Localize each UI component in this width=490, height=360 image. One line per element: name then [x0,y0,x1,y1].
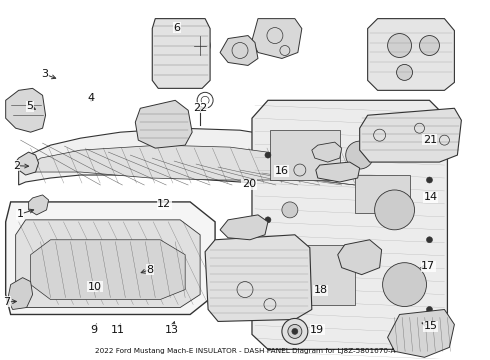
Circle shape [288,324,302,338]
Text: 20: 20 [242,179,256,189]
Text: 2022 Ford Mustang Mach-E INSULATOR - DASH PANEL Diagram for LJ8Z-5801670-A: 2022 Ford Mustang Mach-E INSULATOR - DAS… [95,348,395,354]
Polygon shape [19,128,355,185]
Circle shape [282,202,298,218]
Text: 14: 14 [424,192,438,202]
Polygon shape [360,108,462,162]
Circle shape [292,328,298,334]
Text: 6: 6 [173,23,180,33]
Text: 10: 10 [88,282,102,292]
Text: 4: 4 [88,93,95,103]
Circle shape [282,319,308,345]
Polygon shape [6,202,215,315]
Text: 22: 22 [193,103,207,113]
Polygon shape [6,88,46,132]
Text: 17: 17 [421,261,435,271]
Polygon shape [368,19,454,90]
Circle shape [265,287,271,293]
Polygon shape [28,195,49,215]
Circle shape [426,177,433,183]
Text: 3: 3 [41,69,48,79]
Text: 5: 5 [26,102,33,112]
Polygon shape [338,240,382,275]
Polygon shape [312,142,342,162]
Text: 13: 13 [165,325,179,335]
Text: 9: 9 [90,325,97,335]
Polygon shape [220,36,258,66]
Bar [355,175,410,213]
Text: 8: 8 [146,265,153,275]
Text: 16: 16 [275,166,289,176]
Text: 21: 21 [423,135,437,145]
Bar [270,245,355,305]
Circle shape [375,190,415,230]
Polygon shape [152,19,210,88]
Bar [270,130,340,180]
Circle shape [419,36,440,55]
Polygon shape [252,19,302,58]
Text: 1: 1 [17,209,24,219]
Circle shape [426,306,433,312]
Circle shape [265,217,271,223]
Circle shape [426,237,433,243]
Polygon shape [252,100,447,349]
Text: 19: 19 [310,325,324,335]
Circle shape [388,33,412,58]
Circle shape [265,152,271,158]
Polygon shape [8,278,33,310]
Polygon shape [30,240,185,300]
Circle shape [396,64,413,80]
Polygon shape [316,162,360,182]
Polygon shape [205,235,312,321]
Text: 11: 11 [111,325,125,335]
Polygon shape [16,220,200,307]
Text: 15: 15 [424,321,438,331]
Circle shape [383,263,426,306]
Text: 7: 7 [3,297,10,307]
Polygon shape [220,215,268,240]
Polygon shape [23,145,338,180]
Text: 2: 2 [13,161,20,171]
Polygon shape [388,310,454,357]
Polygon shape [135,100,192,148]
Text: 18: 18 [314,285,328,296]
Polygon shape [16,152,39,175]
Text: 12: 12 [157,199,171,210]
Circle shape [346,141,374,169]
